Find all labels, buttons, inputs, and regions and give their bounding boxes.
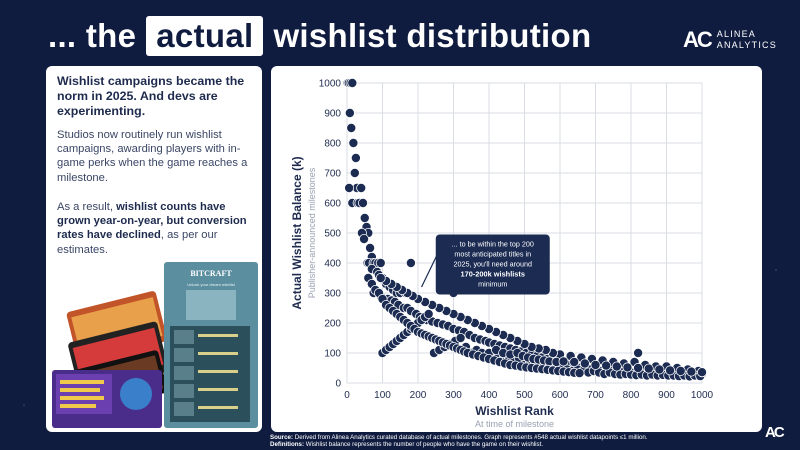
data-point [344, 108, 355, 119]
x-tick-label: 200 [410, 390, 427, 401]
x-tick-label: 100 [374, 390, 391, 401]
title-suffix: wishlist distribution [273, 17, 592, 54]
x-tick-label: 900 [658, 390, 675, 401]
data-point [365, 242, 376, 253]
data-point [633, 362, 644, 373]
brand-logo: AC ALINEA ANALYTICS [683, 27, 777, 53]
annotation-connector [421, 253, 439, 288]
x-tick-label: 400 [481, 390, 498, 401]
data-point [375, 272, 386, 283]
left-info-card: Wishlist campaigns became the norm in 20… [46, 66, 262, 432]
x-tick-label: 300 [445, 390, 462, 401]
x-tick-label: 1000 [691, 390, 714, 401]
y-tick-label: 200 [324, 319, 341, 330]
y-axis-title: Actual Wishlist Balance (k) [290, 156, 304, 309]
source-note: Source: Derived from Alinea Analytics cu… [270, 434, 648, 441]
data-point [359, 212, 370, 223]
x-tick-label: 600 [552, 390, 569, 401]
y-tick-label: 1000 [319, 79, 342, 90]
annotation-bold: 170-200k wishlists [460, 270, 525, 279]
y-axis-subtitle: Publisher-announced milestones [307, 167, 317, 298]
data-point [558, 356, 569, 367]
data-point [405, 257, 416, 268]
data-point [347, 77, 358, 88]
x-axis-title: Wishlist Rank [475, 404, 554, 418]
data-point [590, 359, 601, 370]
scatter-chart: 0 100 200 300 400 500 600 700 800 900 1000 0 100 200 3… [290, 77, 714, 429]
definitions-note: Definitions: Wishlist balance represents… [270, 441, 544, 449]
chart-card: 0 100 200 300 400 500 600 700 800 900 1000 0 100 200 3… [271, 66, 762, 432]
data-point [349, 168, 360, 179]
data-point [654, 364, 665, 375]
svg-text:BITCRAFT: BITCRAFT [190, 269, 232, 278]
y-tick-label: 700 [324, 169, 341, 180]
lead-text: Wishlist campaigns became the norm in 20… [57, 74, 245, 118]
data-point [350, 153, 361, 164]
title-highlight: actual [146, 16, 264, 56]
x-tick-label: 0 [344, 390, 350, 401]
paragraph-2: As a result, wishlist counts have grown … [57, 201, 247, 256]
data-point [611, 361, 622, 372]
data-point [633, 347, 644, 358]
data-point [622, 362, 633, 373]
data-point [357, 197, 368, 208]
page-title: ... the actual wishlist distribution [48, 14, 591, 58]
annotation-line: 2025, you'll need around [453, 260, 532, 269]
promo-collage-image: BITCRAFT Unlock your dream wishlist [52, 262, 258, 428]
data-point [346, 123, 357, 134]
y-tick-label: 400 [324, 259, 341, 270]
svg-text:Unlock your dream wishlist: Unlock your dream wishlist [187, 282, 235, 287]
annotation-tail: minimum [478, 280, 507, 289]
annotation-line: ... to be within the top 200 [452, 240, 534, 249]
data-point [344, 183, 355, 194]
y-tick-label: 900 [324, 109, 341, 120]
footer-notes: Source: Derived from Alinea Analytics cu… [270, 434, 648, 449]
data-point [348, 138, 359, 149]
y-tick-label: 800 [324, 139, 341, 150]
brand-line-1: ALINEA [716, 29, 756, 39]
data-point [665, 365, 676, 376]
data-point [579, 358, 590, 369]
data-point [686, 366, 697, 377]
data-point [423, 308, 434, 319]
y-tick-label: 100 [324, 349, 341, 360]
y-tick-label: 300 [324, 289, 341, 300]
x-axis-subtitle: At time of milestone [475, 419, 554, 429]
data-point [643, 363, 654, 374]
annotation-line: most anticipated titles in [454, 250, 531, 259]
x-tick-label: 700 [587, 390, 604, 401]
data-point [675, 365, 686, 376]
data-point [601, 360, 612, 371]
paragraph-1: Studios now routinely run wishlist campa… [57, 129, 248, 184]
data-point [359, 233, 370, 244]
x-tick-label: 500 [516, 390, 533, 401]
alinea-logo-icon: AC [683, 27, 713, 52]
data-point [574, 368, 585, 379]
y-tick-label: 500 [324, 229, 341, 240]
brand-line-2: ANALYTICS [716, 40, 777, 50]
data-point [696, 367, 707, 378]
data-point [375, 257, 386, 268]
y-tick-label: 0 [335, 379, 341, 390]
data-point [569, 356, 580, 367]
title-prefix: ... the [48, 17, 137, 54]
data-point [356, 183, 367, 194]
x-tick-label: 800 [623, 390, 640, 401]
corner-logo-icon: AC [765, 424, 785, 441]
data-point [455, 332, 466, 343]
y-tick-label: 600 [324, 199, 341, 210]
annotation-box [435, 234, 550, 295]
